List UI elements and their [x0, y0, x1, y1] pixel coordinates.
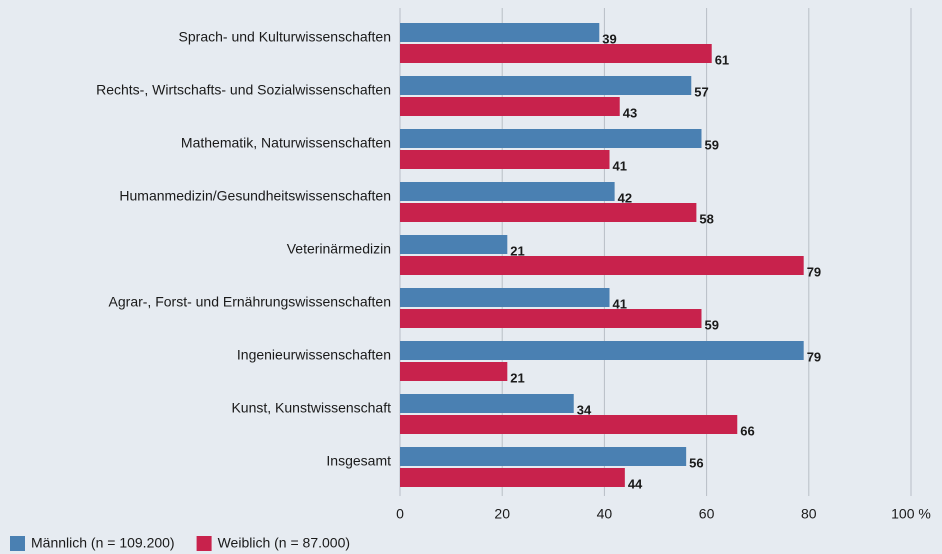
legend-label: Weiblich (n = 87.000)	[218, 535, 350, 551]
bar	[400, 44, 712, 63]
bar	[400, 256, 804, 275]
value-label: 79	[807, 264, 821, 279]
bar	[400, 129, 702, 148]
bar	[400, 394, 574, 413]
value-label: 21	[510, 243, 524, 258]
bar	[400, 468, 625, 487]
bar	[400, 235, 508, 254]
x-tick-label: 20	[494, 506, 510, 522]
bar	[400, 97, 620, 116]
legend-swatch	[196, 536, 212, 551]
category-label: Humanmedizin/Gesundheitswissenschaften	[119, 188, 391, 204]
bar	[400, 362, 508, 381]
bar	[400, 447, 687, 466]
value-label: 39	[602, 31, 616, 46]
category-label: Kunst, Kunstwissenschaft	[231, 400, 391, 416]
category-label: Insgesamt	[326, 453, 391, 469]
value-label: 21	[510, 370, 524, 385]
value-label: 66	[740, 423, 754, 438]
value-label: 34	[577, 402, 592, 417]
category-label: Agrar-, Forst- und Ernährungswissenschaf…	[109, 294, 391, 310]
value-label: 57	[694, 84, 708, 99]
bar	[400, 415, 738, 434]
value-label: 44	[628, 476, 643, 491]
value-label: 56	[689, 455, 703, 470]
category-label: Sprach- und Kulturwissenschaften	[179, 29, 391, 45]
bar	[400, 341, 804, 360]
bar	[400, 23, 600, 42]
bar	[400, 76, 692, 95]
bar	[400, 288, 610, 307]
value-label: 41	[613, 158, 627, 173]
legend-label: Männlich (n = 109.200)	[31, 535, 175, 551]
x-tick-label: 80	[801, 506, 817, 522]
x-tick-label: 40	[597, 506, 613, 522]
value-label: 58	[699, 211, 713, 226]
value-label: 59	[704, 137, 718, 152]
value-label: 59	[704, 317, 718, 332]
x-tick-label: 60	[699, 506, 715, 522]
bar	[400, 309, 702, 328]
category-label: Rechts-, Wirtschafts- und Sozialwissensc…	[96, 82, 391, 98]
bar	[400, 182, 615, 201]
value-label: 79	[807, 349, 821, 364]
bar	[400, 150, 610, 169]
x-tick-label: 0	[396, 506, 404, 522]
bar	[400, 203, 697, 222]
value-label: 61	[715, 52, 729, 67]
value-label: 42	[618, 190, 632, 205]
category-label: Mathematik, Naturwissenschaften	[181, 135, 391, 151]
x-tick-label: 100 %	[891, 506, 931, 522]
value-label: 43	[623, 105, 637, 120]
category-label: Ingenieurwissenschaften	[237, 347, 391, 363]
legend-swatch	[10, 536, 25, 551]
value-label: 41	[613, 296, 627, 311]
category-label: Veterinärmedizin	[287, 241, 391, 257]
